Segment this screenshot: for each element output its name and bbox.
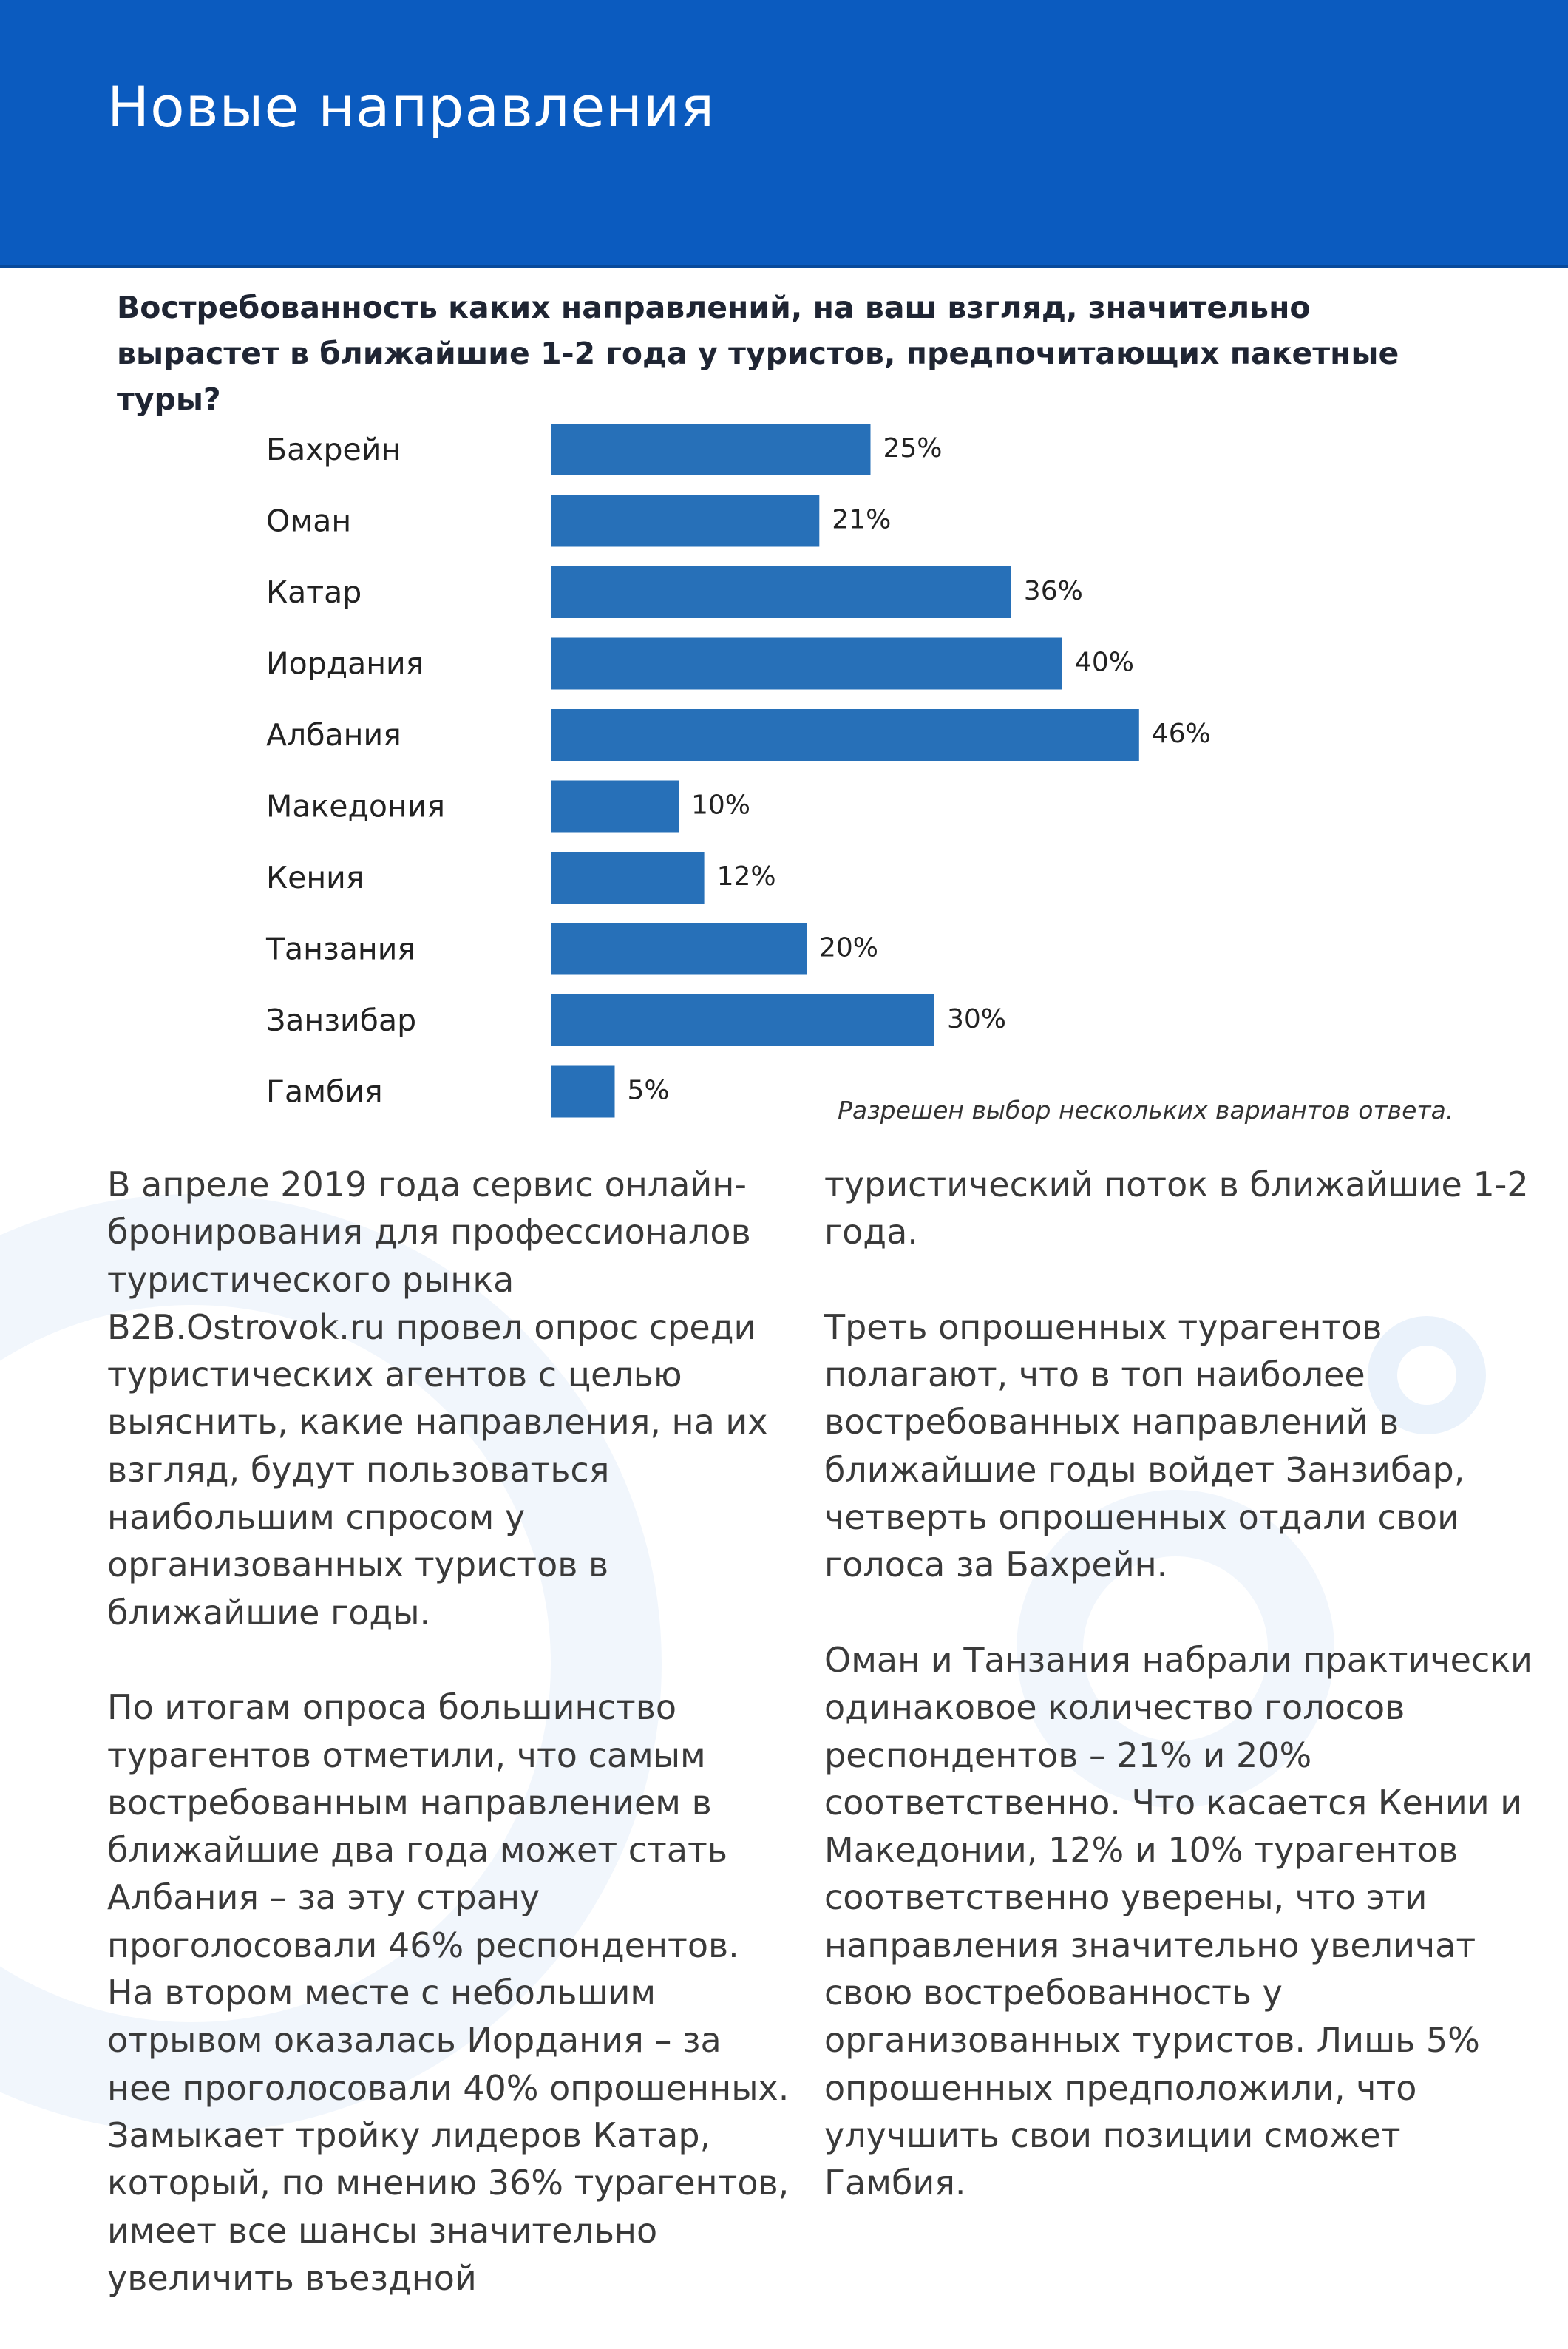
bar bbox=[551, 424, 871, 475]
bar bbox=[551, 852, 705, 904]
value-label: 20% bbox=[819, 933, 878, 963]
value-label: 21% bbox=[832, 505, 891, 535]
paragraph: туристический поток в ближайшие 1-2 года… bbox=[824, 1165, 1529, 1253]
paragraph: В апреле 2019 года сервис онлайн-брониро… bbox=[107, 1165, 768, 1633]
decor-pin bbox=[1368, 1316, 1486, 1434]
bar bbox=[551, 994, 934, 1046]
bar bbox=[551, 923, 807, 975]
value-label: 30% bbox=[947, 1004, 1006, 1034]
decor-circle-right bbox=[1017, 1490, 1334, 1808]
text-column-left: В апреле 2019 года сервис онлайн-брониро… bbox=[107, 1161, 795, 2349]
category-label: Бахрейн bbox=[266, 432, 401, 467]
chart-note: Разрешен выбор нескольких вариантов отве… bbox=[838, 1096, 1454, 1125]
category-label: Албания bbox=[266, 717, 401, 753]
page-header: Новые направления bbox=[0, 0, 1568, 268]
category-label: Гамбия bbox=[266, 1074, 383, 1110]
bar bbox=[551, 495, 820, 547]
value-label: 25% bbox=[883, 433, 943, 464]
paragraph: Оман и Танзания набрали практически один… bbox=[824, 1639, 1533, 2203]
category-label: Оман bbox=[266, 504, 351, 539]
value-label: 10% bbox=[691, 790, 750, 821]
value-label: 12% bbox=[717, 861, 776, 892]
bar bbox=[551, 780, 679, 833]
page-title: Новые направления bbox=[107, 74, 716, 140]
value-label: 36% bbox=[1024, 576, 1083, 606]
survey-question: Востребованность каких направлений, на в… bbox=[117, 290, 1399, 417]
value-label: 40% bbox=[1075, 648, 1134, 678]
bar bbox=[551, 637, 1062, 690]
bar bbox=[551, 709, 1139, 761]
category-label: Катар bbox=[266, 574, 362, 610]
category-label: Занзибар bbox=[266, 1003, 416, 1038]
decor-circle-left bbox=[0, 1194, 662, 2133]
bar bbox=[551, 1065, 615, 1118]
value-label: 46% bbox=[1152, 719, 1211, 749]
category-label: Танзания bbox=[265, 932, 415, 967]
background-decoration bbox=[0, 1194, 1486, 2133]
category-label: Македония bbox=[266, 789, 445, 824]
paragraph: Треть опрошенных турагентов полагают, чт… bbox=[824, 1306, 1465, 1585]
value-label: 5% bbox=[628, 1076, 670, 1106]
bar bbox=[551, 566, 1011, 618]
bar-chart: Бахрейн 25% Оман 21% Катар 36% Иордания 40% Алба… bbox=[265, 424, 1211, 1118]
paragraph: По итогам опроса большинство турагентов … bbox=[107, 1687, 790, 2298]
category-label: Кения bbox=[266, 860, 364, 895]
text-column-right: туристический поток в ближайшие 1-2 года… bbox=[824, 1161, 1534, 2254]
category-label: Иордания bbox=[266, 646, 424, 682]
